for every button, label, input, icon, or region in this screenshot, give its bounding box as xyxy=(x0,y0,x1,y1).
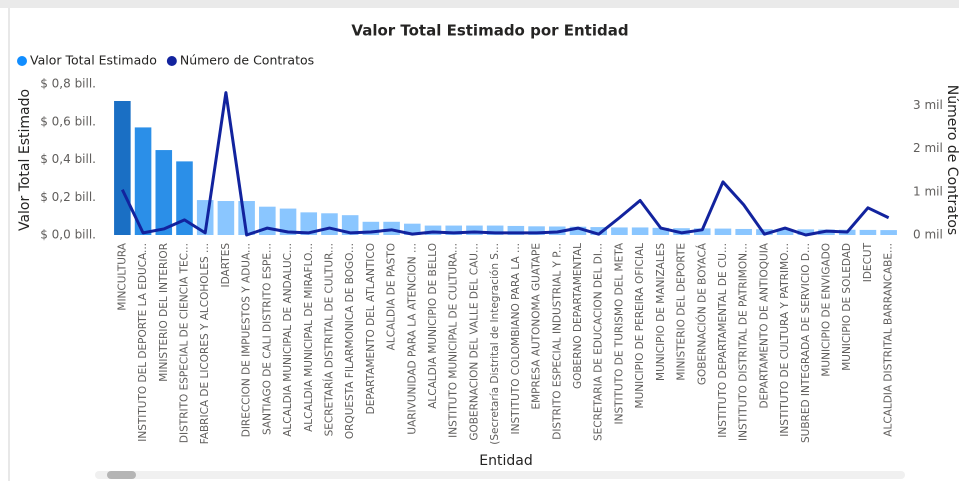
bar xyxy=(176,161,193,235)
y2-axis-title: Número de Contratos xyxy=(944,85,959,235)
bar xyxy=(466,225,483,235)
bar xyxy=(693,228,711,235)
bar xyxy=(300,212,318,235)
bar xyxy=(652,227,670,235)
y-axis-title: Valor Total Estimado xyxy=(17,89,33,231)
bar xyxy=(735,228,752,235)
x-tick-label: IDECUT xyxy=(862,242,874,282)
bar xyxy=(631,227,649,235)
x-tick-label: INSTITUTO DE CULTURA Y PATRIMO... xyxy=(779,243,791,437)
x-tick-label: INSTITUTO DEL DEPORTE LA EDUCA... xyxy=(137,243,149,442)
x-tick-label: MUNICIPIO DE PEREIRA OFICIAL xyxy=(634,243,646,409)
x-tick-label: GOBERNO DEPARTAMENTAL xyxy=(572,243,584,389)
bar xyxy=(859,229,877,235)
bar xyxy=(321,213,338,235)
y-tick-label: $ 0,4 bill. xyxy=(40,152,96,166)
x-tick-label: ALCALDIA MUNICIPAL DE ANDALUC... xyxy=(282,243,294,437)
x-tick-label: GOBERNACION DEL VALLE DEL CAU... xyxy=(468,243,480,441)
x-tick-label: (Secretaría Distrital de Integración S..… xyxy=(489,243,501,445)
scrollbar-thumb[interactable] xyxy=(107,471,136,479)
x-tick-label: INSTITUTO MUNICIPAL DE CULTURA... xyxy=(448,243,460,438)
x-tick-label: DIRECCION DE IMPUESTOS Y ADUA... xyxy=(241,243,253,437)
y-tick-label: $ 0,2 bill. xyxy=(40,190,96,204)
x-tick-label: EMPRESA AUTONOMA GUATAPE xyxy=(531,243,543,410)
x-tick-label: SECRETARÍA DISTRITAL DE CULTUR... xyxy=(322,243,335,436)
bar xyxy=(341,215,359,235)
scrollbar-track[interactable] xyxy=(95,471,905,479)
bar xyxy=(134,127,152,235)
bar xyxy=(217,201,235,235)
x-tick-label: ALCALDIA DE PASTO xyxy=(386,243,398,350)
y-tick-label: $ 0,8 bill. xyxy=(40,77,96,91)
x-tick-label: MINISTERIO DEL DEPORTE xyxy=(676,243,688,381)
y-tick-label: $ 0,0 bill. xyxy=(40,228,96,242)
x-tick-label: MUNICIPIO DE ENVIGADO xyxy=(821,243,833,377)
x-tick-label: ALCALDIA DISTRITAL BARRANCABE... xyxy=(883,243,895,437)
x-tick-label: INSTITUTO DE TURISMO DEL META xyxy=(613,242,625,424)
chart-title: Valor Total Estimado por Entidad xyxy=(351,22,628,40)
x-tick-label: MINCULTURA xyxy=(116,242,128,310)
legend-label: Número de Contratos xyxy=(180,53,314,68)
x-tick-label: ORQUESTA FILARMONICA DE BOGO... xyxy=(344,243,356,439)
bar xyxy=(611,227,628,235)
x-tick-label: FABRICA DE LICORES Y ALCOHOLES ... xyxy=(199,243,211,444)
x-tick-label: UARIVUNIDAD PARA LA ATENCION ... xyxy=(406,243,418,435)
bar xyxy=(776,229,794,235)
bar xyxy=(880,230,897,235)
bar xyxy=(507,225,525,235)
x-tick-label: MINISTERIO DEL INTERIOR xyxy=(158,243,170,382)
x-tick-label: ALCALDIA MUNICIPIO DE BELLO xyxy=(427,243,439,409)
y-tick-label: $ 0,6 bill. xyxy=(40,114,96,128)
bar xyxy=(528,226,545,235)
bar xyxy=(590,227,607,235)
y2-tick-label: 1 mil xyxy=(913,184,943,198)
x-tick-label: ALCALDIA MUNICIPAL DE MIRAFLO... xyxy=(303,243,315,432)
bar xyxy=(114,100,131,235)
bar xyxy=(424,225,442,235)
x-tick-label: DISTRITO ESPECIAL INDUSTRIAL Y P... xyxy=(551,243,563,440)
x-tick-label: SANTIAGO DE CALI DISTRITO ESPE... xyxy=(261,243,273,435)
bar xyxy=(486,225,504,235)
x-tick-label: SECRETARIA DE EDUCACION DEL DI... xyxy=(593,243,605,441)
legend-marker xyxy=(17,56,27,66)
top-strip xyxy=(0,0,959,8)
x-tick-label: INSTITUTO DEPARTAMENTAL DE CU... xyxy=(717,243,729,438)
bar xyxy=(445,225,463,235)
line xyxy=(121,91,890,237)
x-tick-label: INSTITUTO DISTRITAL DE PATRIMON... xyxy=(738,243,750,441)
bar xyxy=(569,226,587,235)
bar xyxy=(797,229,815,235)
bar xyxy=(279,208,297,235)
bar xyxy=(155,150,173,235)
x-tick-label: MUNICIPIO DE SOLEDAD xyxy=(841,243,853,371)
x-tick-label: DISTRITO ESPECIAL DE CIENCIA TEC... xyxy=(178,243,190,443)
x-tick-label: IDARTES xyxy=(220,243,232,288)
y2-tick-label: 3 mil xyxy=(913,98,943,112)
bar xyxy=(404,223,421,235)
x-tick-label: INSTITUTO COLOMBIANO PARA LA ... xyxy=(510,243,522,434)
x-tick-label: MUNICIPIO DE MANIZALES xyxy=(655,243,667,381)
legend-label: Valor Total Estimado xyxy=(30,53,157,68)
x-tick-label: DEPARTAMENTO DEL ATLANTICO xyxy=(365,243,377,414)
bar xyxy=(714,228,732,235)
x-tick-label: SUBRED INTEGRADA DE SERVICIO D... xyxy=(800,243,812,443)
x-tick-label: GOBERNACIÓN DE BOYACÁ xyxy=(695,242,708,385)
x-tick-label: DEPARTAMENTO DE ANTIOQUIA xyxy=(758,242,770,408)
legend-marker xyxy=(166,56,177,66)
y2-tick-label: 0 mil xyxy=(913,228,943,242)
x-axis-title: Entidad xyxy=(479,453,532,469)
y2-tick-label: 2 mil xyxy=(913,141,943,155)
